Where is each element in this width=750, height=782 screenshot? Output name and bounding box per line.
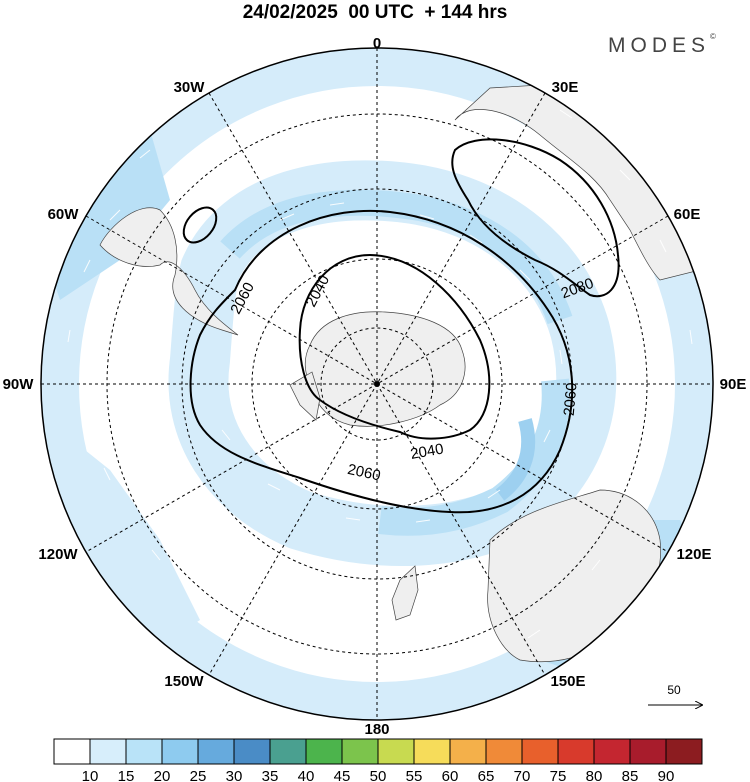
colorbar-label: 65 [478,768,495,782]
map-disc [41,48,713,720]
contours [182,138,620,514]
colorbar-label: 40 [298,768,315,782]
colorbar-swatch [305,738,343,765]
contour-label-2060-b: 2060 [561,382,581,417]
colorbar-label: 15 [118,768,135,782]
jet-maximum-east [495,418,536,501]
colorbar-label: 85 [622,768,639,782]
jet-patch-nw [41,130,170,300]
colorbar-label: 45 [334,768,351,782]
colorbar-label: 90 [658,768,675,782]
colorbar-swatch [449,738,487,765]
lon-label-180: 180 [364,721,389,738]
colorbar-swatch [557,738,595,765]
colorbar-swatch [269,738,307,765]
longitude-labels: 0 30E 60E 90E 120E 150E 180 150W 120W 90… [3,35,747,738]
contour-label-2040-b: 2040 [409,440,445,463]
south-america [99,207,239,336]
reference-vector: 50 [648,683,702,705]
jet-patch-sw [60,430,200,640]
south-pole-dot [374,381,380,387]
colorbar-label: 25 [190,768,207,782]
lon-label-90e: 90E [720,376,747,393]
colorbar-swatch [89,738,127,765]
colorbar-swatch [665,738,703,765]
lon-label-90w: 90W [3,376,35,393]
colorbar-swatch [593,738,631,765]
brand-name: MODES [608,34,711,57]
contour-2060 [189,209,574,514]
lon-label-150w: 150W [164,673,204,690]
colorbar-label: 10 [82,768,99,782]
colorbar-swatch [521,738,559,765]
colorbar-swatch [197,738,235,765]
lon-label-30e: 30E [552,79,579,96]
lon-label-150e: 150E [550,673,585,690]
colorbar-swatch [629,738,667,765]
colorbar: 10 15 20 25 30 35 40 45 50 55 60 65 70 75 80 85 90 [53,738,703,782]
colorbar-swatch [125,738,163,765]
copyright-mark: © [710,32,716,41]
contour-small-closed [182,206,218,244]
colorbar-label: 70 [514,768,531,782]
colorbar-swatch [485,738,523,765]
lon-label-120e: 120E [676,546,711,563]
colorbar-label: 20 [154,768,171,782]
lon-label-60w: 60W [48,206,80,223]
map-title: 24/02/2025 00 UTC + 144 hrs [242,2,508,23]
colorbar-label: 55 [406,768,423,782]
new-zealand [391,565,419,621]
colorbar-label: 75 [550,768,567,782]
colorbar-swatch [233,738,271,765]
colorbar-swatch [53,738,91,765]
colorbar-swatch [161,738,199,765]
colorbar-label: 50 [370,768,387,782]
colorbar-label: 80 [586,768,603,782]
contour-2080 [451,138,620,298]
colorbar-label: 30 [226,768,243,782]
brand-logo: MODES© [608,32,716,58]
colorbar-swatch [341,738,379,765]
contour-label-2060-c: 2060 [346,461,382,485]
reference-vector-label: 50 [667,683,681,697]
wind-vectors [67,109,693,639]
map-border [40,47,714,721]
colorbar-swatch [413,738,451,765]
contour-2040 [298,253,491,440]
colorbar-swatch [377,738,415,765]
colorbar-label: 35 [262,768,279,782]
lon-label-30w: 30W [174,79,206,96]
lon-label-0: 0 [373,35,381,52]
lon-label-60e: 60E [674,206,701,223]
colorbar-label: 60 [442,768,459,782]
lon-label-120w: 120W [38,546,78,563]
